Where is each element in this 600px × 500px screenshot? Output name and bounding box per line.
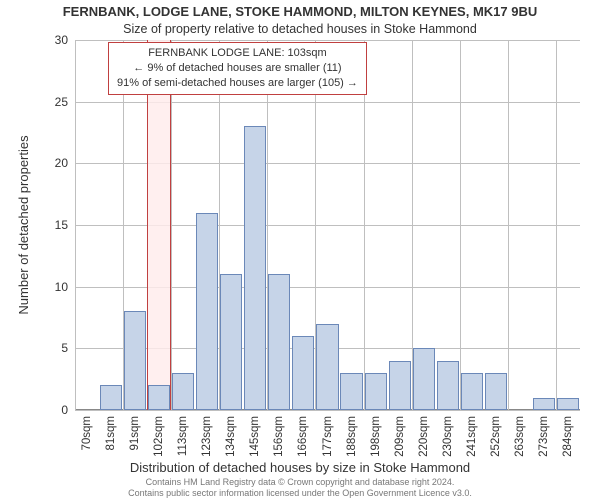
x-tick-label: 81sqm	[105, 416, 117, 451]
y-tick-label: 30	[38, 33, 68, 47]
histogram-bar	[316, 324, 338, 410]
gridline-v	[556, 40, 557, 410]
x-tick-label: 198sqm	[370, 416, 382, 457]
y-tick-label: 15	[38, 218, 68, 232]
x-tick-label: 241sqm	[466, 416, 478, 457]
y-tick-label: 20	[38, 156, 68, 170]
histogram-bar	[100, 385, 122, 410]
x-tick-label: 123sqm	[201, 416, 213, 457]
x-tick-label: 70sqm	[81, 416, 93, 451]
x-tick-label: 134sqm	[225, 416, 237, 457]
histogram-bar	[557, 398, 579, 410]
chart-title-main: FERNBANK, LODGE LANE, STOKE HAMMOND, MIL…	[0, 4, 600, 19]
gridline-v	[75, 40, 76, 410]
histogram-bar	[389, 361, 411, 410]
chart-container: FERNBANK, LODGE LANE, STOKE HAMMOND, MIL…	[0, 0, 600, 500]
histogram-bar	[244, 126, 266, 410]
x-tick-label: 284sqm	[562, 416, 574, 457]
histogram-bar	[340, 373, 362, 410]
gridline-v	[460, 40, 461, 410]
x-tick-label: 145sqm	[249, 416, 261, 457]
callout-line3: 91% of semi-detached houses are larger (…	[117, 76, 358, 91]
histogram-bar	[485, 373, 507, 410]
x-tick-label: 91sqm	[129, 416, 141, 451]
x-tick-label: 188sqm	[346, 416, 358, 457]
gridline-v	[364, 40, 365, 410]
x-tick-label: 252sqm	[490, 416, 502, 457]
histogram-bar	[196, 213, 218, 410]
x-tick-label: 220sqm	[418, 416, 430, 457]
attribution-footer: Contains HM Land Registry data © Crown c…	[0, 477, 600, 498]
gridline-v	[171, 40, 172, 410]
x-tick-label: 263sqm	[514, 416, 526, 457]
x-tick-label: 273sqm	[538, 416, 550, 457]
histogram-bar	[172, 373, 194, 410]
histogram-bar	[148, 385, 170, 410]
x-axis-label: Distribution of detached houses by size …	[0, 460, 600, 475]
histogram-bar	[461, 373, 483, 410]
histogram-bar	[533, 398, 555, 410]
y-tick-label: 25	[38, 95, 68, 109]
plot-area	[75, 40, 580, 410]
chart-title-sub: Size of property relative to detached ho…	[0, 22, 600, 36]
x-tick-label: 166sqm	[297, 416, 309, 457]
callout-line2: ← 9% of detached houses are smaller (11)	[117, 61, 358, 76]
x-tick-label: 113sqm	[177, 416, 189, 456]
highlight-band	[147, 40, 171, 410]
gridline-h	[75, 410, 580, 411]
histogram-bar	[268, 274, 290, 410]
y-tick-label: 10	[38, 280, 68, 294]
x-tick-label: 230sqm	[442, 416, 454, 457]
histogram-bar	[124, 311, 146, 410]
highlight-callout: FERNBANK LODGE LANE: 103sqm ← 9% of deta…	[108, 42, 367, 95]
histogram-bar	[220, 274, 242, 410]
callout-line1: FERNBANK LODGE LANE: 103sqm	[117, 46, 358, 61]
footer-line1: Contains HM Land Registry data © Crown c…	[0, 477, 600, 487]
histogram-bar	[292, 336, 314, 410]
x-tick-label: 177sqm	[322, 416, 334, 457]
y-tick-label: 0	[38, 403, 68, 417]
x-tick-label: 102sqm	[153, 416, 165, 457]
x-tick-label: 156sqm	[273, 416, 285, 457]
histogram-bar	[437, 361, 459, 410]
histogram-bar	[413, 348, 435, 410]
footer-line2: Contains public sector information licen…	[0, 488, 600, 498]
x-tick-label: 209sqm	[394, 416, 406, 457]
gridline-v	[508, 40, 509, 410]
histogram-bar	[365, 373, 387, 410]
y-tick-label: 5	[38, 341, 68, 355]
